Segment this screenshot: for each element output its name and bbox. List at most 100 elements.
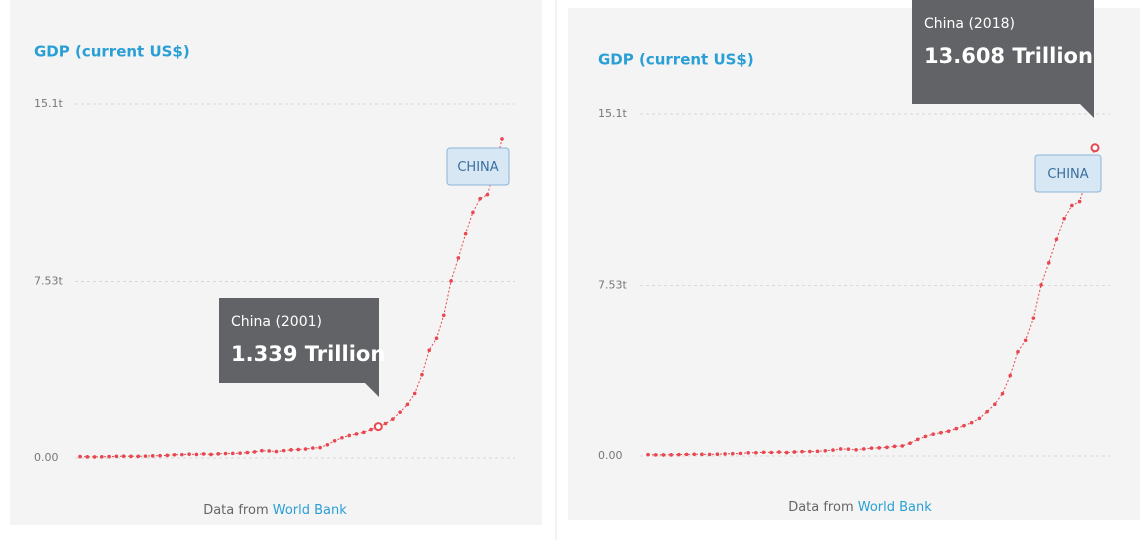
source-link[interactable]: World Bank (273, 503, 348, 518)
point (784, 450, 789, 455)
point (677, 452, 681, 457)
point (1062, 216, 1066, 221)
point (100, 455, 104, 459)
tooltip-pointer (365, 383, 379, 397)
point (456, 256, 461, 260)
point (267, 449, 271, 453)
point (854, 448, 858, 452)
point (114, 454, 119, 459)
point (340, 435, 344, 440)
point (230, 451, 235, 456)
source-prefix: Data from (788, 500, 858, 515)
point (684, 452, 689, 457)
y-tick-label: 0.00 (34, 451, 59, 464)
point (1016, 350, 1020, 354)
point (692, 452, 697, 457)
point (754, 450, 758, 455)
point (1070, 203, 1074, 208)
point (187, 452, 191, 456)
point (977, 416, 982, 421)
point (954, 426, 959, 431)
point (669, 453, 673, 457)
tooltip-pointer (1080, 104, 1094, 118)
tooltip-label: China (2018) (924, 16, 1015, 32)
point (969, 420, 974, 425)
point (1039, 283, 1043, 287)
point (1008, 373, 1013, 378)
point (143, 454, 148, 458)
series-label-box (1034, 154, 1102, 193)
line (647, 147, 1096, 456)
series-label-box (446, 147, 510, 186)
point (661, 453, 666, 457)
point (441, 313, 446, 318)
highlight-point (373, 422, 383, 432)
point (838, 447, 843, 451)
panel (10, 0, 542, 525)
point (985, 409, 989, 414)
point (877, 446, 882, 450)
source-prefix: Data from (203, 503, 273, 518)
point (318, 445, 322, 450)
y-tick-label: 0.00 (598, 449, 623, 462)
point (769, 450, 774, 455)
point (303, 447, 308, 451)
point (274, 449, 279, 454)
point (449, 279, 453, 283)
point (121, 454, 126, 458)
point (369, 427, 373, 432)
point (158, 453, 162, 458)
tooltip-value: 13.608 Trillion (924, 44, 1093, 68)
point (923, 434, 928, 439)
highlight-point (1090, 143, 1100, 153)
point (962, 423, 966, 428)
point (738, 451, 743, 456)
point (398, 410, 402, 414)
point (500, 137, 504, 141)
point (1031, 316, 1036, 320)
point (194, 452, 199, 457)
point (931, 432, 935, 437)
point (463, 231, 468, 236)
series-label: CHINA (457, 160, 498, 175)
point (471, 210, 475, 215)
source-link[interactable]: World Bank (858, 500, 933, 515)
point (800, 449, 804, 454)
tooltip-box (219, 298, 379, 383)
point (715, 452, 720, 456)
source: Data from World Bank (788, 500, 932, 515)
point (653, 453, 658, 457)
tooltip-label: China (2001) (231, 314, 322, 330)
point (1077, 199, 1082, 204)
point (165, 453, 170, 458)
point (1000, 391, 1005, 396)
y-tick-label: 15.1t (34, 97, 63, 110)
chart-title: GDP (current US$) (598, 51, 754, 69)
point (311, 446, 315, 450)
point (281, 448, 286, 453)
point (777, 450, 781, 454)
point (823, 448, 828, 453)
point (245, 450, 250, 455)
point (252, 450, 257, 454)
point (908, 441, 912, 446)
point (792, 450, 797, 454)
point (260, 448, 264, 453)
point (831, 448, 835, 452)
point (223, 451, 228, 456)
point (700, 452, 704, 457)
point (296, 447, 301, 452)
point (885, 445, 889, 450)
point (405, 402, 410, 407)
point (915, 437, 920, 442)
tooltip-box (912, 0, 1094, 104)
point (391, 417, 395, 421)
point (92, 455, 97, 459)
point (238, 451, 242, 455)
y-tick-label: 7.53t (598, 278, 627, 291)
point (180, 452, 184, 457)
point (730, 451, 735, 456)
point (646, 452, 650, 457)
point (420, 372, 424, 377)
point (354, 432, 359, 436)
